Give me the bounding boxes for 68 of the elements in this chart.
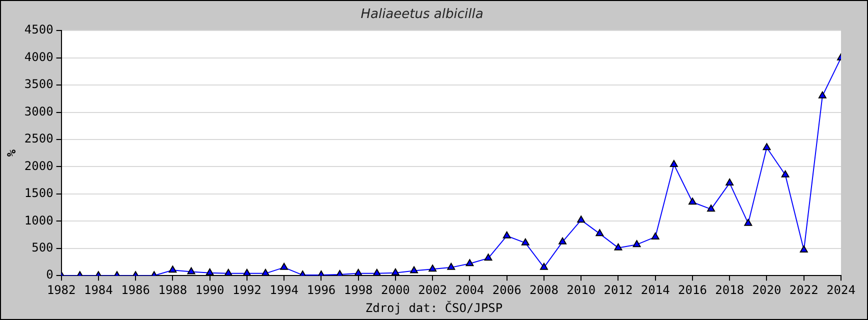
point xyxy=(632,240,641,248)
point xyxy=(410,266,418,274)
x-tick-label: 1996 xyxy=(306,282,336,297)
x-tick-label: 1992 xyxy=(232,282,262,297)
x-tick-label: 2004 xyxy=(455,282,484,297)
x-tick-label: 2000 xyxy=(381,282,410,297)
point xyxy=(726,178,734,186)
y-tick-label: 2500 xyxy=(24,132,54,146)
point xyxy=(502,231,511,238)
y-tick-label: 0 xyxy=(46,268,54,282)
x-tick-label: 1994 xyxy=(270,282,299,297)
point xyxy=(466,259,474,266)
x-tick-label: 1988 xyxy=(158,282,188,297)
x-tick-label: 2002 xyxy=(418,282,448,297)
point xyxy=(540,262,548,270)
point xyxy=(242,268,251,276)
point xyxy=(224,268,232,276)
point xyxy=(596,229,604,236)
point xyxy=(651,232,660,240)
x-tick-label: 1998 xyxy=(344,282,373,297)
point xyxy=(372,268,381,276)
x-tick-label: 2006 xyxy=(492,282,522,297)
point xyxy=(670,160,678,168)
x-tick-label: 1982 xyxy=(46,282,76,297)
point xyxy=(447,262,456,270)
point xyxy=(428,264,437,272)
point xyxy=(187,267,196,274)
point xyxy=(818,91,826,98)
y-tick-label: 1000 xyxy=(24,213,54,228)
y-tick-label: 4500 xyxy=(24,22,54,37)
y-tick-label: 2000 xyxy=(24,158,54,173)
y-tick-label: 500 xyxy=(32,240,54,255)
point xyxy=(614,243,622,250)
point xyxy=(800,246,808,253)
point xyxy=(206,268,214,276)
x-tick-label: 2010 xyxy=(566,282,596,297)
point xyxy=(577,216,586,223)
x-tick-label: 2022 xyxy=(789,282,818,297)
point xyxy=(391,268,400,276)
text: Zdroj dat: ČSO/JPSP xyxy=(364,301,504,315)
chart-title: Haliaeetus albicilla xyxy=(360,7,484,22)
x-tick-label: 2012 xyxy=(604,282,633,297)
point xyxy=(280,262,288,270)
y-tick-label: 4000 xyxy=(24,50,54,64)
point xyxy=(781,170,790,178)
y-tick-label: 3500 xyxy=(24,77,54,92)
point xyxy=(762,143,771,150)
y-tick-label: 3000 xyxy=(24,104,54,118)
point xyxy=(168,266,177,273)
x-tick-label: 2008 xyxy=(530,282,558,297)
point xyxy=(262,268,270,276)
x-tick-label: 2014 xyxy=(640,282,670,297)
x-tick-label: 2018 xyxy=(715,282,744,297)
x-tick-label: 1984 xyxy=(84,282,113,297)
point xyxy=(521,238,530,246)
x-tick-label: 2016 xyxy=(678,282,707,297)
x-tick-label: 1986 xyxy=(121,282,150,297)
y-axis-title: % xyxy=(4,148,18,157)
point xyxy=(558,237,566,244)
x-tick-label: 2020 xyxy=(752,282,782,297)
point xyxy=(707,204,716,212)
x-tick-label: 2024 xyxy=(826,282,856,297)
point xyxy=(688,198,696,205)
point xyxy=(484,254,492,261)
point xyxy=(744,218,752,226)
x-tick-label: 1990 xyxy=(195,282,224,297)
y-tick-label: 1500 xyxy=(24,186,54,200)
point xyxy=(354,268,362,276)
